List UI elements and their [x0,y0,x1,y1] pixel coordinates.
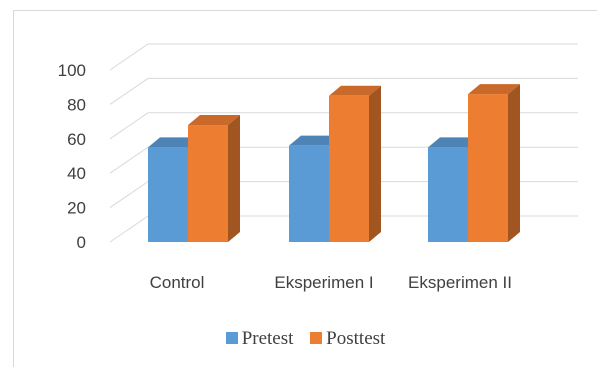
y-tick-80: 80 [67,95,86,114]
gridline-100 [109,43,578,71]
y-tick-20: 20 [67,199,86,218]
legend-item-posttest: Posttest [310,328,385,350]
y-tick-60: 60 [67,130,86,149]
legend-label-pretest: Pretest [241,327,294,349]
y-tick-40: 40 [67,164,86,183]
x-category-1: Control [150,273,205,292]
bar-posttest-2 [329,85,381,242]
y-tick-100: 100 [58,61,86,80]
gridline-60 [109,112,578,140]
legend-item-pretest: Pretest [225,327,294,350]
legend: Pretest Posttest [0,327,611,350]
x-category-3: Eksperimen II [408,273,512,292]
gridline-80 [109,77,578,105]
legend-swatch-posttest [310,332,323,345]
legend-label-posttest: Posttest [326,327,386,349]
y-tick-0: 0 [77,233,86,252]
x-category-2: Eksperimen I [274,273,373,292]
bar-posttest-1 [188,115,240,242]
bar-posttest-3 [468,84,520,242]
legend-swatch-pretest [225,332,238,345]
